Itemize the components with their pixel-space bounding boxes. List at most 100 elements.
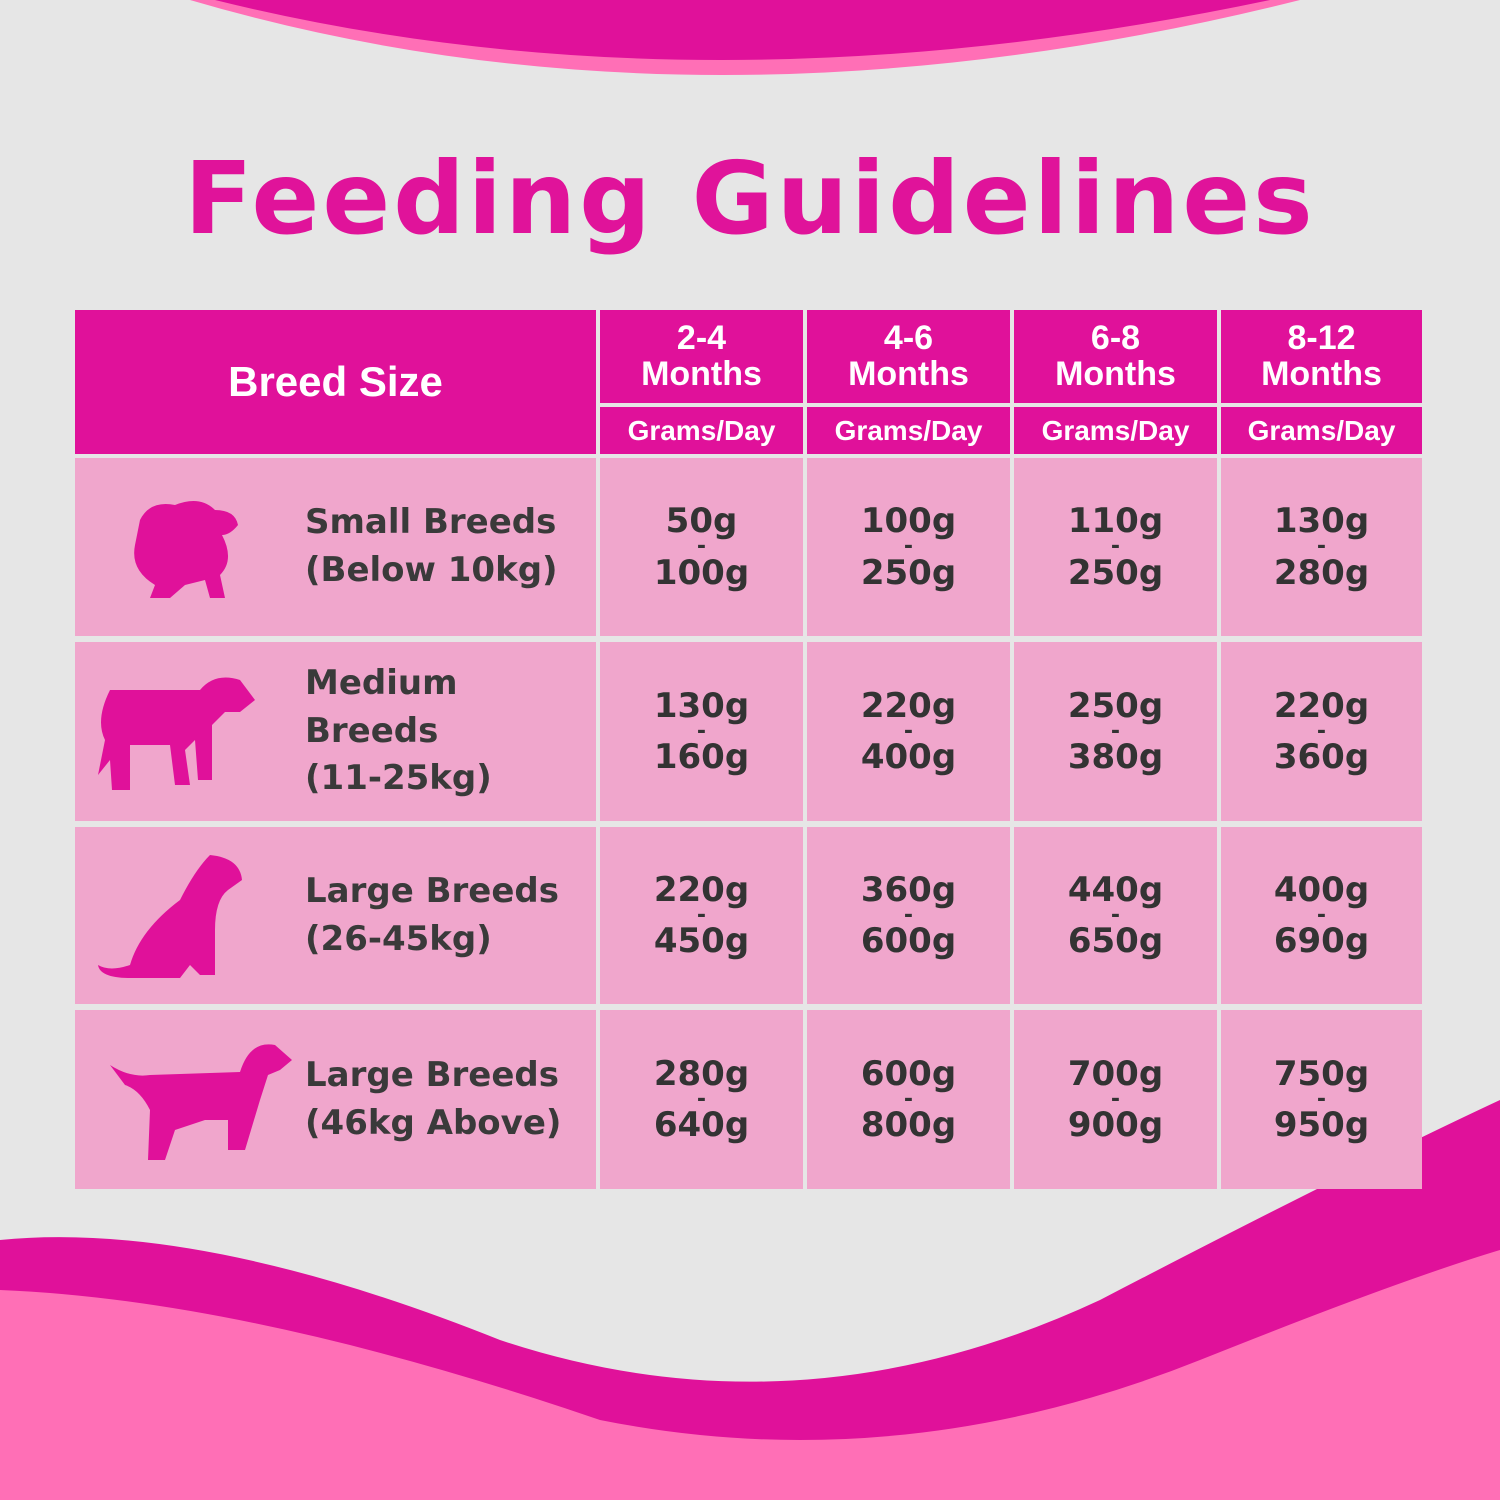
amount-separator: -: [1316, 1086, 1327, 1112]
amount-cell: 130g -280g: [1221, 458, 1422, 636]
amount-cell: 130g -160g: [600, 642, 803, 821]
breed-name: Medium Breeds: [305, 663, 458, 751]
amount-min: 440g: [1067, 869, 1164, 910]
amount-separator: -: [903, 902, 914, 928]
breed-label: Small Breeds (Below 10kg): [305, 458, 558, 636]
dog-silhouette: [98, 855, 242, 978]
amount-max: 100g: [653, 552, 750, 593]
period: 2-4: [676, 318, 727, 357]
amount-cell: 110g -250g: [1014, 458, 1217, 636]
amount-min: 50g: [665, 501, 738, 542]
amount-max: 640g: [653, 1105, 750, 1146]
amount-max: 690g: [1273, 921, 1370, 962]
amount-min: 750g: [1273, 1053, 1370, 1094]
amount-max: 160g: [653, 737, 750, 778]
amount-min: 360g: [860, 869, 957, 910]
amount-min: 700g: [1067, 1053, 1164, 1094]
amount-cell: 280g -640g: [600, 1010, 803, 1189]
dog-silhouette: [110, 1044, 292, 1160]
amount-max: 280g: [1273, 552, 1370, 593]
amount-cell: 700g -900g: [1014, 1010, 1217, 1189]
title: Feeding Guidelines: [184, 140, 1316, 257]
amount-separator: -: [696, 718, 707, 744]
amount-separator: -: [903, 718, 914, 744]
breed-weight: (46kg Above): [305, 1102, 562, 1143]
column-subheader: Grams/Day: [1221, 407, 1422, 454]
amount-separator: -: [1110, 534, 1121, 560]
breed-label: Medium Breeds (11-25kg): [305, 642, 596, 821]
column-header: 8-12 Months: [1221, 310, 1422, 403]
amount-min: 220g: [860, 685, 957, 726]
breed-label: Large Breeds (46kg Above): [305, 1010, 561, 1189]
breed-name: Large Breeds: [305, 1054, 559, 1095]
amount-min: 220g: [1273, 685, 1370, 726]
amount-cell: 440g -650g: [1014, 827, 1217, 1004]
amount-cell: 360g -600g: [807, 827, 1010, 1004]
period: 6-8: [1090, 318, 1141, 357]
amount-separator: -: [903, 1086, 914, 1112]
amount-separator: -: [1316, 902, 1327, 928]
amount-separator: -: [696, 1086, 707, 1112]
amount-max: 800g: [860, 1105, 957, 1146]
breed-cell: Large Breeds (26-45kg): [75, 827, 596, 1004]
amount-max: 450g: [653, 921, 750, 962]
period: 8-12: [1287, 318, 1356, 357]
amount-cell: 600g -800g: [807, 1010, 1010, 1189]
dog-silhouette: [98, 677, 255, 790]
amount-min: 100g: [860, 501, 957, 542]
amount-max: 250g: [1067, 552, 1164, 593]
breed-label: Large Breeds (26-45kg): [305, 827, 559, 1004]
amount-max: 900g: [1067, 1105, 1164, 1146]
amount-cell: 220g -360g: [1221, 642, 1422, 821]
amount-cell: 100g -250g: [807, 458, 1010, 636]
amount-max: 360g: [1273, 737, 1370, 778]
unit: Months: [641, 354, 762, 393]
amount-separator: -: [903, 534, 914, 560]
breed-weight: (26-45kg): [305, 918, 492, 959]
amount-max: 380g: [1067, 737, 1164, 778]
column-subheader: Grams/Day: [1014, 407, 1217, 454]
column-header: 4-6 Months: [807, 310, 1010, 403]
column-subheader: Grams/Day: [600, 407, 803, 454]
amount-cell: 220g -400g: [807, 642, 1010, 821]
breed-weight: (11-25kg): [305, 758, 492, 799]
amount-cell: 750g -950g: [1221, 1010, 1422, 1189]
breed-name: Large Breeds: [305, 870, 559, 911]
amount-separator: -: [696, 534, 707, 560]
dog-silhouette: [134, 501, 238, 598]
amount-separator: -: [696, 902, 707, 928]
bottom-wave-light: [0, 1250, 1500, 1500]
amount-min: 130g: [653, 685, 750, 726]
breed-cell: Small Breeds (Below 10kg): [75, 458, 596, 636]
amount-separator: -: [1110, 718, 1121, 744]
amount-min: 280g: [653, 1053, 750, 1094]
amount-max: 650g: [1067, 921, 1164, 962]
breed-name: Small Breeds: [305, 502, 557, 543]
breed-header: Breed Size: [75, 310, 596, 454]
amount-max: 600g: [860, 921, 957, 962]
column-header: 2-4 Months: [600, 310, 803, 403]
amount-cell: 400g -690g: [1221, 827, 1422, 1004]
period: 4-6: [883, 318, 934, 357]
amount-max: 950g: [1273, 1105, 1370, 1146]
column-subheader: Grams/Day: [807, 407, 1010, 454]
amount-separator: -: [1110, 902, 1121, 928]
amount-min: 400g: [1273, 869, 1370, 910]
breed-cell: Medium Breeds (11-25kg): [75, 642, 596, 821]
amount-min: 110g: [1067, 501, 1164, 542]
amount-cell: 250g -380g: [1014, 642, 1217, 821]
column-header: 6-8 Months: [1014, 310, 1217, 403]
unit: Months: [1055, 354, 1176, 393]
amount-min: 220g: [653, 869, 750, 910]
amount-separator: -: [1316, 718, 1327, 744]
amount-max: 250g: [860, 552, 957, 593]
breed-weight: (Below 10kg): [305, 550, 558, 590]
breed-cell: Large Breeds (46kg Above): [75, 1010, 596, 1189]
amount-min: 250g: [1067, 685, 1164, 726]
amount-min: 130g: [1273, 501, 1370, 542]
amount-separator: -: [1110, 1086, 1121, 1112]
amount-separator: -: [1316, 534, 1327, 560]
top-wave: [215, 0, 1270, 60]
